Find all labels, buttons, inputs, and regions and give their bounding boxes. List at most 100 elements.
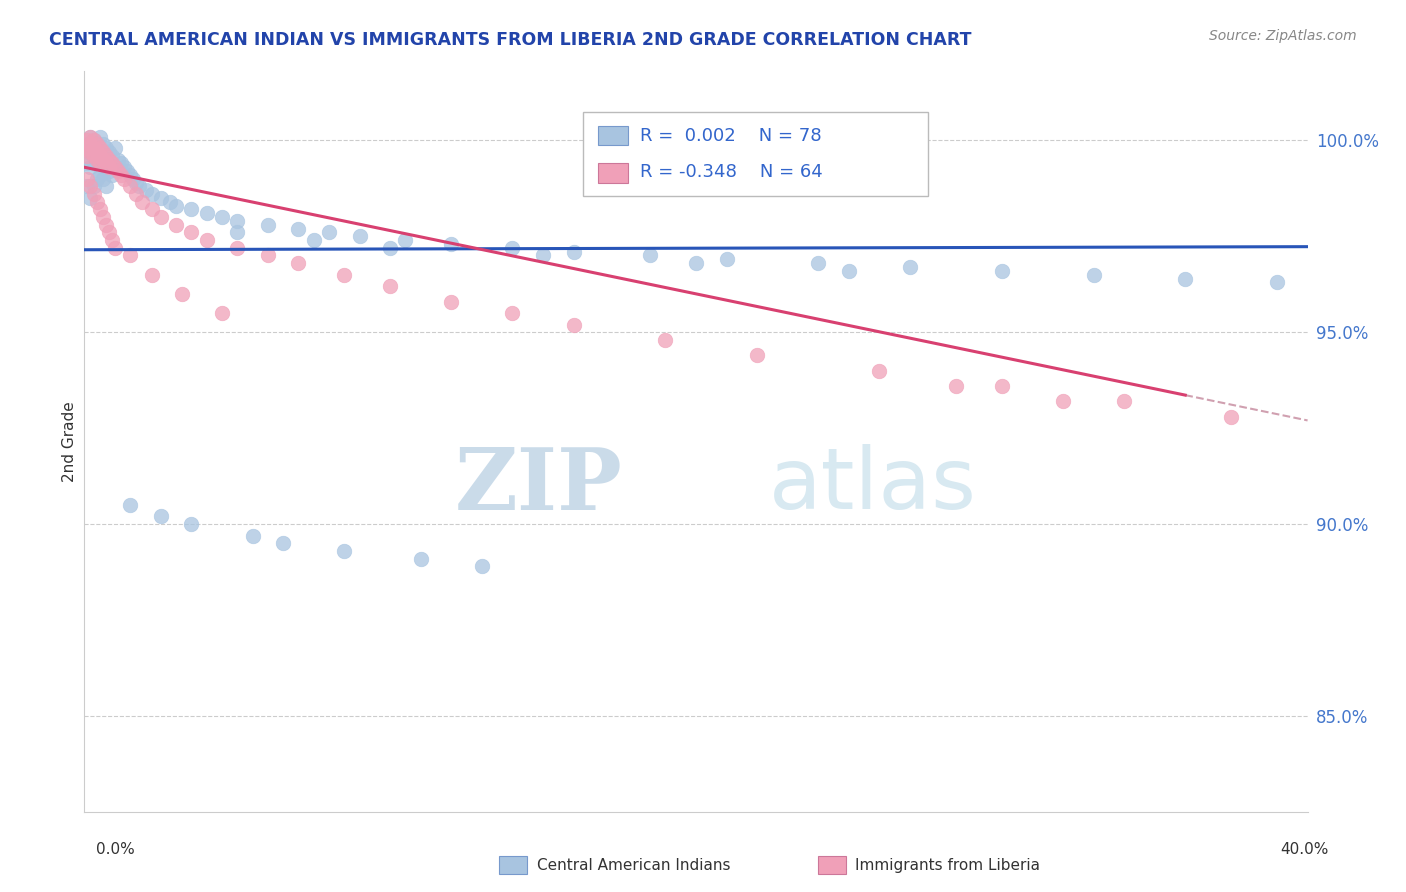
Point	[869, 363, 891, 377]
Text: 0.0%: 0.0%	[96, 842, 135, 856]
Point	[101, 168, 124, 182]
Point	[91, 145, 114, 159]
Point	[89, 156, 111, 170]
Point	[380, 279, 402, 293]
Point	[86, 149, 108, 163]
Point	[380, 241, 402, 255]
Point	[898, 260, 921, 274]
Point	[149, 191, 172, 205]
Point	[180, 516, 202, 531]
Point	[104, 141, 127, 155]
Point	[79, 161, 101, 175]
Point	[86, 194, 108, 209]
Point	[110, 168, 132, 182]
Point	[76, 156, 98, 170]
Point	[1174, 271, 1197, 285]
Point	[83, 156, 105, 170]
Point	[471, 559, 494, 574]
Point	[226, 226, 249, 240]
Point	[86, 137, 108, 152]
Point	[112, 171, 135, 186]
Point	[1052, 394, 1074, 409]
Point	[79, 145, 101, 159]
Point	[172, 286, 194, 301]
Point	[89, 145, 111, 159]
Point	[562, 244, 585, 259]
Point	[94, 218, 117, 232]
Point	[1265, 276, 1288, 290]
Point	[83, 149, 105, 163]
Point	[128, 179, 150, 194]
Point	[440, 237, 463, 252]
Point	[115, 164, 138, 178]
Point	[86, 171, 108, 186]
Point	[104, 161, 127, 175]
Point	[141, 202, 163, 217]
Text: 40.0%: 40.0%	[1281, 842, 1329, 856]
Point	[120, 179, 142, 194]
Point	[83, 141, 105, 155]
Text: CENTRAL AMERICAN INDIAN VS IMMIGRANTS FROM LIBERIA 2ND GRADE CORRELATION CHART: CENTRAL AMERICAN INDIAN VS IMMIGRANTS FR…	[49, 31, 972, 49]
Point	[257, 248, 280, 262]
Point	[79, 145, 101, 159]
Point	[97, 145, 120, 159]
Point	[685, 256, 707, 270]
Point	[94, 156, 117, 170]
Point	[502, 241, 524, 255]
Point	[287, 221, 309, 235]
Point	[747, 348, 769, 362]
Point	[1114, 394, 1136, 409]
Point	[104, 161, 127, 175]
Point	[76, 133, 98, 147]
Point	[79, 137, 101, 152]
Point	[112, 161, 135, 175]
Point	[89, 141, 111, 155]
Point	[991, 264, 1014, 278]
Point	[97, 153, 120, 167]
Point	[333, 268, 356, 282]
Point	[562, 318, 585, 332]
Point	[91, 210, 114, 224]
Point	[302, 233, 325, 247]
Point	[89, 129, 111, 144]
Point	[394, 233, 416, 247]
Y-axis label: 2nd Grade: 2nd Grade	[62, 401, 77, 482]
Point	[1083, 268, 1105, 282]
Point	[125, 176, 148, 190]
Point	[97, 226, 120, 240]
Point	[195, 206, 218, 220]
Point	[502, 306, 524, 320]
Point	[257, 218, 280, 232]
Point	[440, 294, 463, 309]
Point	[83, 141, 105, 155]
Point	[226, 214, 249, 228]
Point	[1220, 409, 1243, 424]
Point	[86, 145, 108, 159]
Point	[89, 202, 111, 217]
Point	[159, 194, 181, 209]
Point	[131, 194, 153, 209]
Point	[101, 156, 124, 170]
Point	[141, 268, 163, 282]
Point	[135, 183, 157, 197]
Point	[97, 161, 120, 175]
Point	[91, 137, 114, 152]
Point	[318, 226, 340, 240]
Point	[91, 153, 114, 167]
Text: atlas: atlas	[769, 444, 977, 527]
Point	[83, 133, 105, 147]
Point	[101, 233, 124, 247]
Point	[97, 164, 120, 178]
Point	[120, 248, 142, 262]
Point	[104, 241, 127, 255]
Point	[107, 153, 129, 167]
Point	[638, 248, 661, 262]
Point	[165, 218, 187, 232]
Point	[79, 129, 101, 144]
Point	[149, 210, 172, 224]
Point	[83, 133, 105, 147]
Point	[86, 153, 108, 167]
Point	[79, 191, 101, 205]
Point	[94, 149, 117, 163]
Point	[107, 164, 129, 178]
